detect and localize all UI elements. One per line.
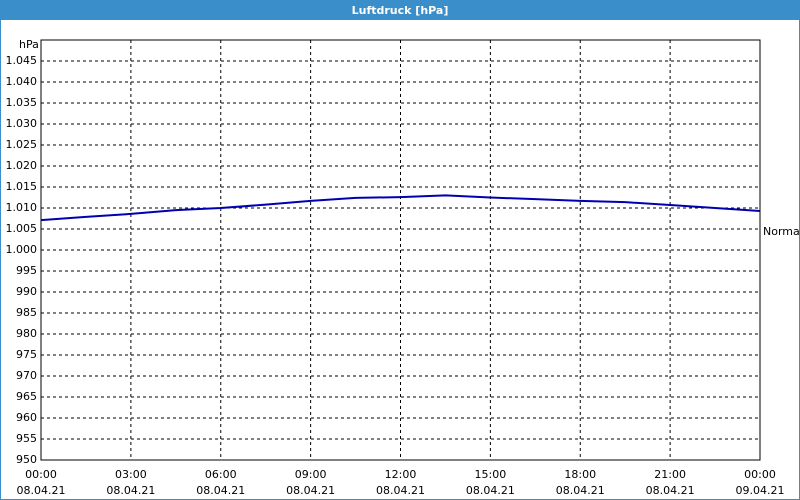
y-tick-label: 1.000 <box>6 243 38 256</box>
x-tick-label: 21:00 <box>654 468 686 481</box>
y-tick-label: 1.030 <box>6 117 38 130</box>
x-tick-label: 18:00 <box>564 468 596 481</box>
x-tick-label: 06:00 <box>205 468 237 481</box>
y-tick-label: 985 <box>16 306 37 319</box>
y-tick-label: 1.010 <box>6 201 38 214</box>
y-tick-label: 955 <box>16 432 37 445</box>
y-tick-label: 975 <box>16 348 37 361</box>
x-tick-date: 08.04.21 <box>646 484 695 497</box>
y-tick-label: 995 <box>16 264 37 277</box>
chart-title: Luftdruck [hPa] <box>352 4 449 17</box>
x-tick-date: 08.04.21 <box>17 484 66 497</box>
y-tick-label: 965 <box>16 390 37 403</box>
y-tick-label: 950 <box>16 453 37 466</box>
x-tick-label: 15:00 <box>475 468 507 481</box>
y-tick-label: 1.005 <box>6 222 38 235</box>
y-tick-label: 990 <box>16 285 37 298</box>
plot-frame <box>40 39 761 461</box>
x-tick-date: 08.04.21 <box>376 484 425 497</box>
x-tick-date: 08.04.21 <box>106 484 155 497</box>
y-tick-label: 980 <box>16 327 37 340</box>
y-tick-label: 970 <box>16 369 37 382</box>
y-tick-label: 1.015 <box>6 180 38 193</box>
annotation: Normal <box>763 225 800 238</box>
series-line <box>40 194 761 222</box>
y-tick-label: 1.020 <box>6 159 38 172</box>
y-tick-label: 960 <box>16 411 37 424</box>
title-bar <box>0 0 800 20</box>
y-tick-label: 1.040 <box>6 75 38 88</box>
x-tick-label: 00:00 <box>25 468 57 481</box>
y-tick-label: 1.045 <box>6 54 38 67</box>
x-tick-date: 08.04.21 <box>196 484 245 497</box>
x-tick-date: 08.04.21 <box>556 484 605 497</box>
x-tick-date: 08.04.21 <box>286 484 335 497</box>
x-tick-label: 09:00 <box>295 468 327 481</box>
x-tick-label: 03:00 <box>115 468 147 481</box>
x-tick-date: 09.04.21 <box>736 484 785 497</box>
y-unit: hPa <box>19 38 39 51</box>
y-tick-label: 1.035 <box>6 96 38 109</box>
y-tick-label: 1.025 <box>6 138 38 151</box>
x-tick-label: 12:00 <box>385 468 417 481</box>
x-tick-date: 08.04.21 <box>466 484 515 497</box>
x-tick-label: 00:00 <box>744 468 776 481</box>
